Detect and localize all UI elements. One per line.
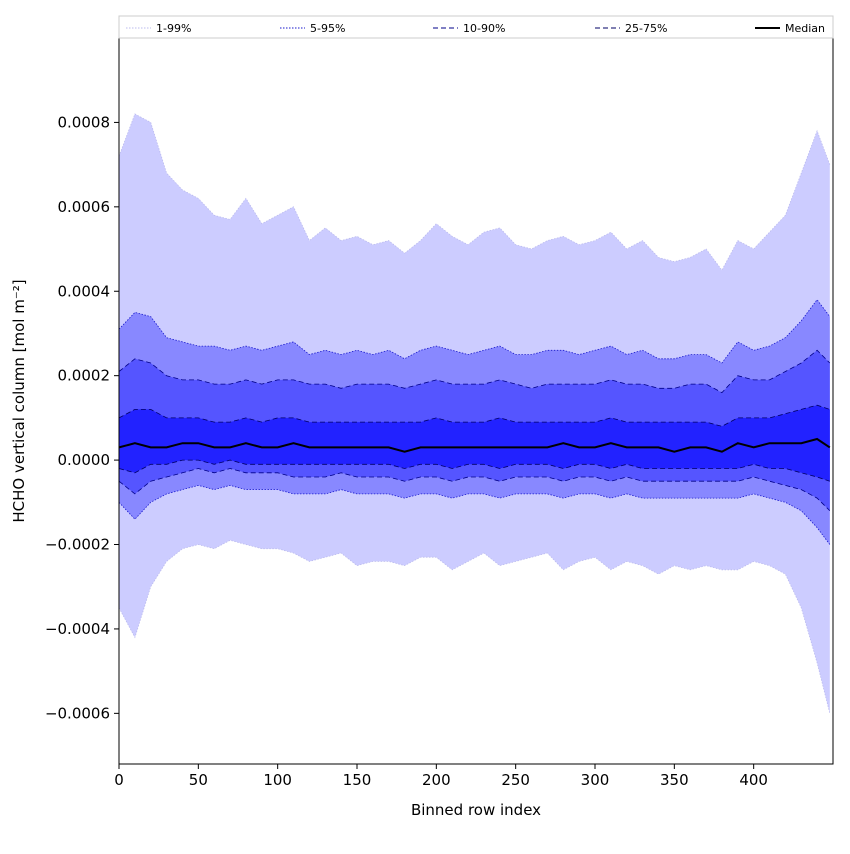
band-upper-line-1 bbox=[118, 299, 831, 364]
legend-label: 10-90% bbox=[463, 22, 505, 35]
legend-label: Median bbox=[785, 22, 825, 35]
x-tick-label: 50 bbox=[189, 771, 208, 789]
x-tick-label: 250 bbox=[501, 771, 530, 789]
band-lower-line-2 bbox=[118, 468, 831, 511]
legend-label: 25-75% bbox=[625, 22, 667, 35]
x-axis-label: Binned row index bbox=[411, 801, 541, 819]
x-tick-label: 100 bbox=[263, 771, 292, 789]
band-upper-line-0 bbox=[118, 113, 831, 271]
x-tick-label: 350 bbox=[660, 771, 689, 789]
legend: 1-99% 5-95% 10-90% 25-75% Median bbox=[118, 15, 834, 39]
y-tick-label: 0.0000 bbox=[58, 451, 111, 469]
lines-layer bbox=[118, 113, 831, 714]
y-tick-label: 0.0006 bbox=[58, 198, 111, 216]
x-tick-label: 400 bbox=[739, 771, 768, 789]
band-lower-line-1 bbox=[118, 484, 831, 545]
band-upper-line-3 bbox=[118, 404, 830, 427]
median-line bbox=[118, 437, 831, 453]
y-tick-label: 0.0008 bbox=[58, 113, 111, 131]
legend-label: 5-95% bbox=[310, 22, 345, 35]
band-3 bbox=[119, 405, 830, 482]
y-tick-label: −0.0006 bbox=[45, 704, 110, 722]
band-upper-line-2 bbox=[118, 349, 831, 394]
y-axis: −0.0006 −0.0004 −0.0002 0.0000 0.0002 0.0004 0… bbox=[45, 113, 119, 722]
x-tick-label: 150 bbox=[343, 771, 372, 789]
y-tick-label: 0.0002 bbox=[58, 367, 111, 385]
y-axis-label: HCHO vertical column [mol m⁻²] bbox=[10, 279, 28, 522]
y-tick-label: −0.0002 bbox=[45, 536, 110, 554]
legend-label: 1-99% bbox=[156, 22, 191, 35]
y-tick-label: −0.0004 bbox=[45, 620, 110, 638]
x-tick-label: 300 bbox=[581, 771, 610, 789]
band-lower-line-0 bbox=[118, 539, 831, 714]
y-tick-label: 0.0004 bbox=[58, 282, 111, 300]
legend-box bbox=[118, 15, 834, 39]
x-tick-label: 200 bbox=[422, 771, 451, 789]
x-tick-label: 0 bbox=[114, 771, 124, 789]
x-axis: 0 50 100 150 200 250 300 350 400 bbox=[114, 764, 768, 789]
band-lower-line-3 bbox=[118, 459, 830, 482]
